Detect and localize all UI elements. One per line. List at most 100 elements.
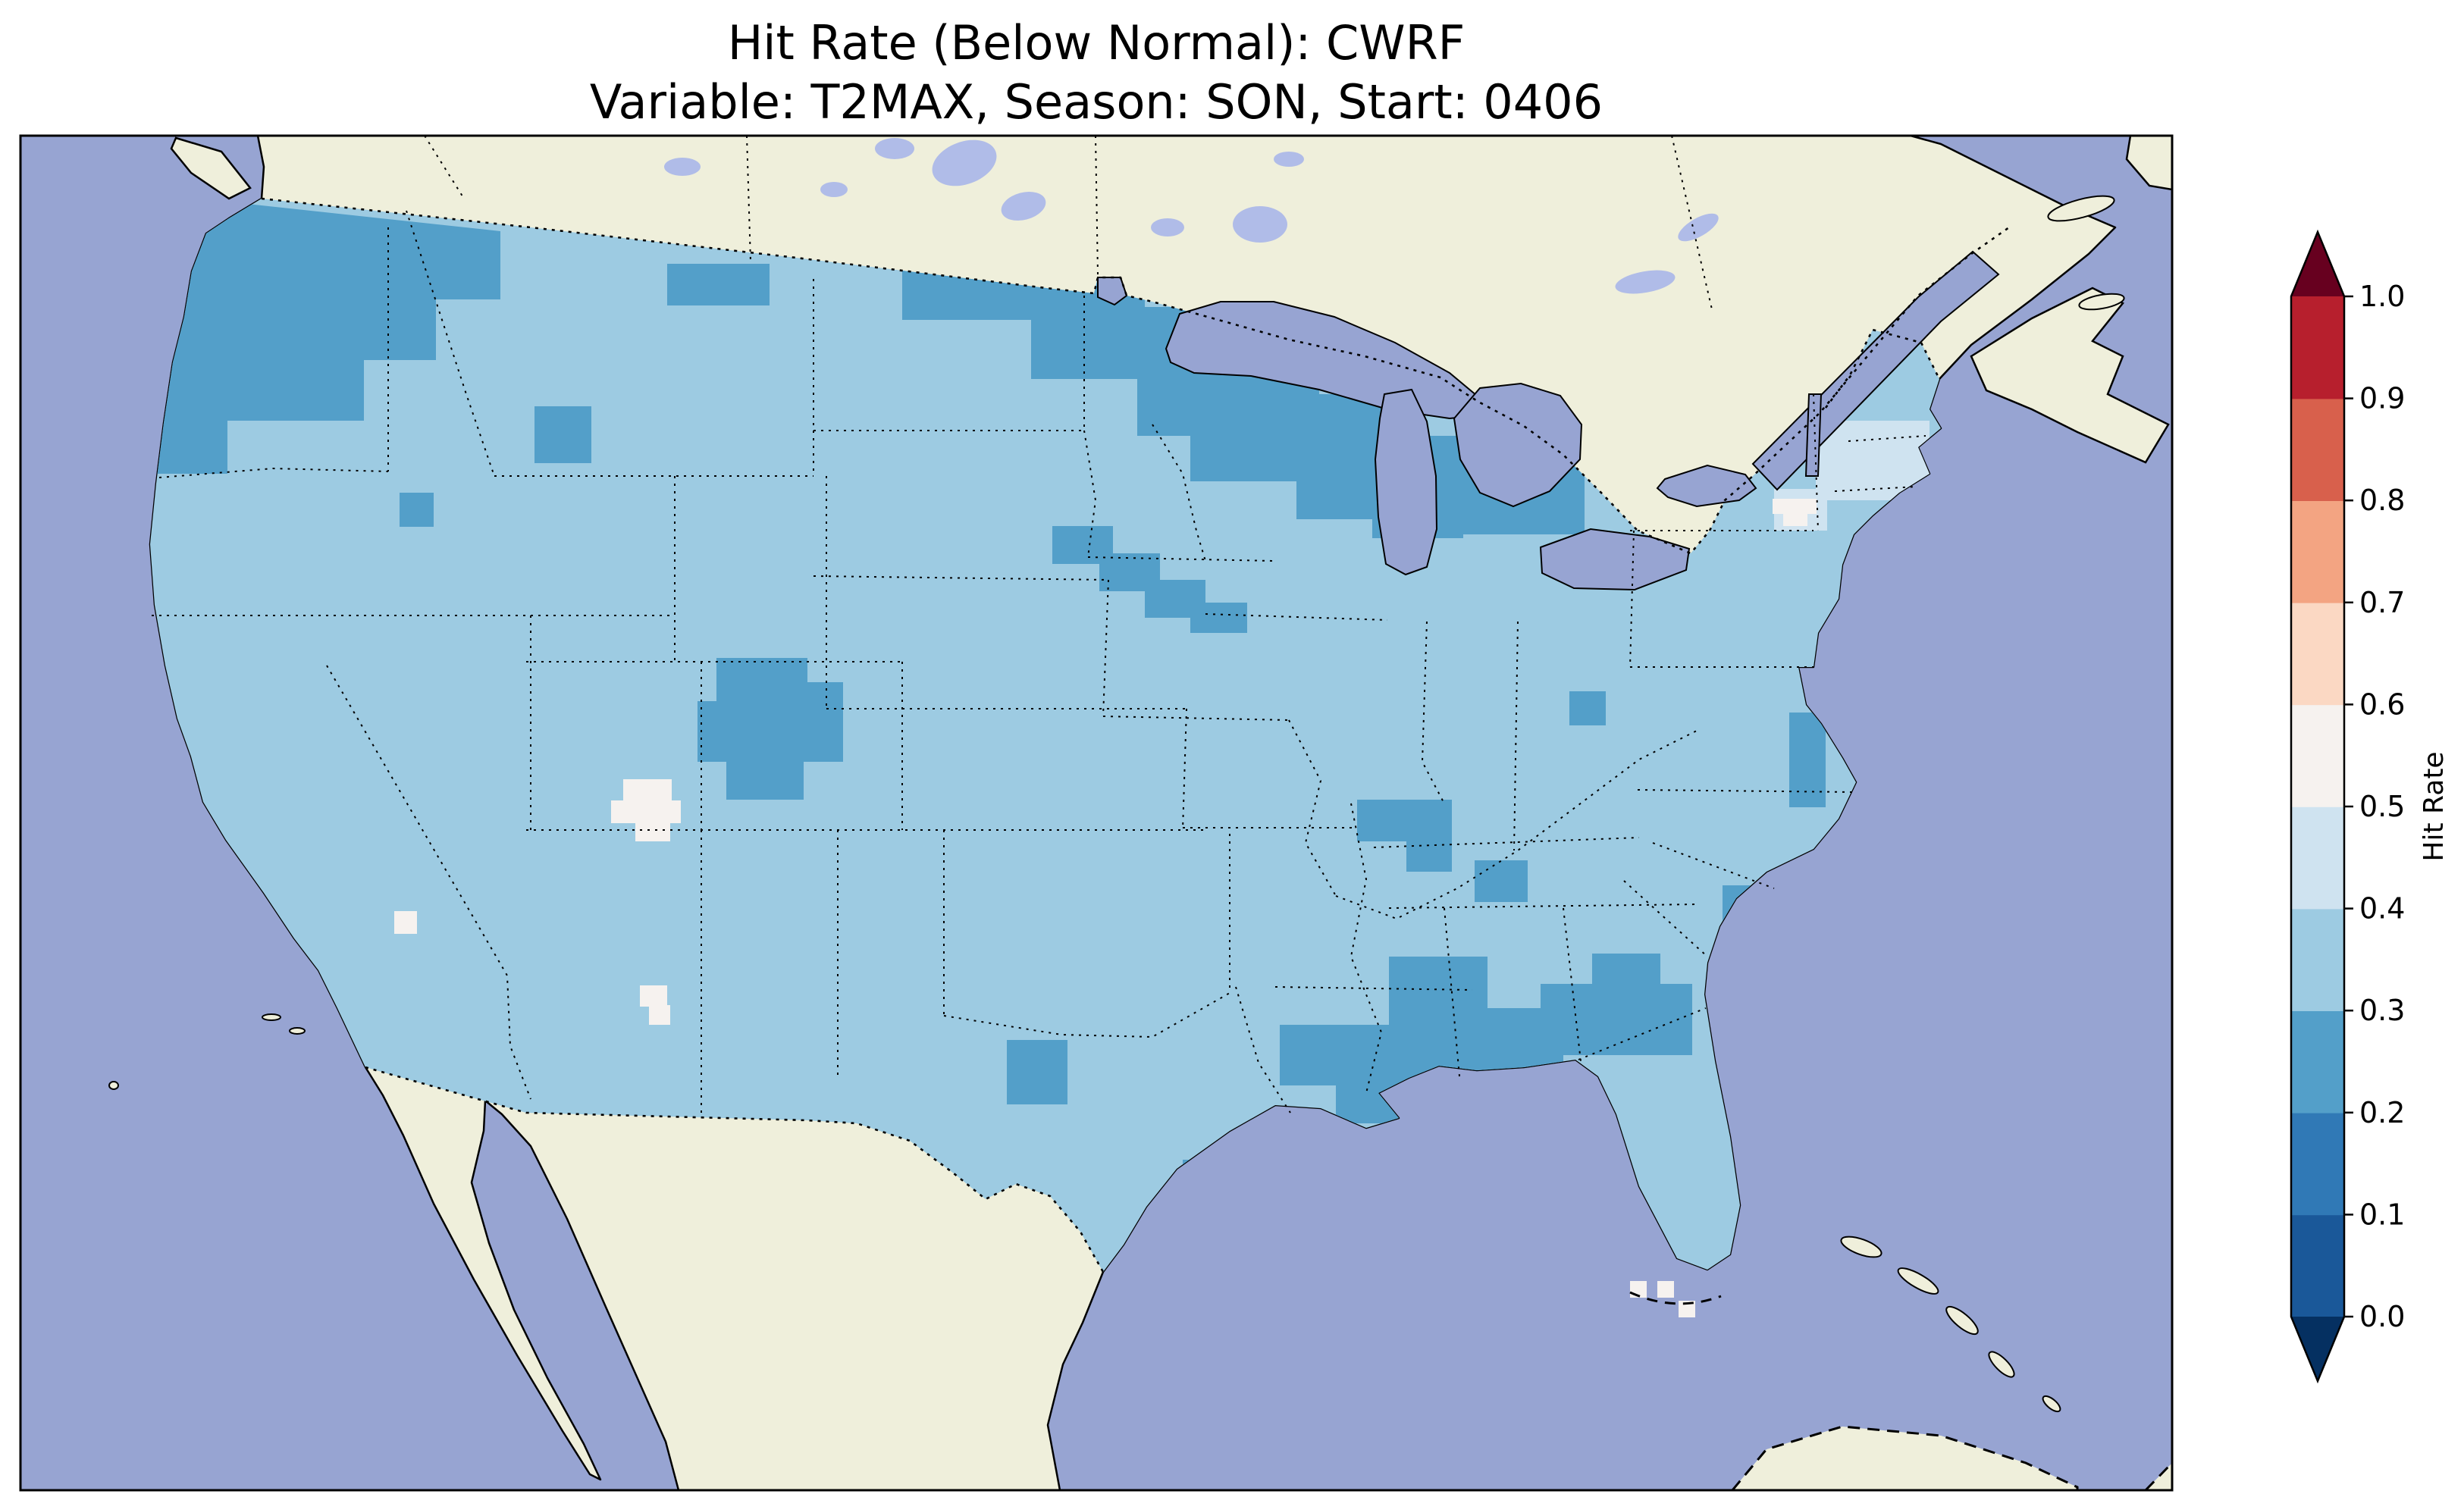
bahamas-island (1897, 1267, 1939, 1295)
hit-rate-cell-0.5-0.6 (1773, 499, 1817, 514)
hit-rate-cells-0.5-0.6 (394, 499, 1817, 1025)
hit-rate-cell-0.5-0.6 (394, 911, 417, 934)
hit-rate-cell-0.5-0.6 (640, 985, 667, 1007)
state-border-line (1205, 613, 1388, 621)
state-border-line (1373, 837, 1640, 848)
colorbar-tick-label: 0.3 (2359, 994, 2405, 1027)
state-border-line (1629, 530, 1635, 668)
colorbar-tick-label: 0.2 (2359, 1096, 2405, 1129)
anticosti-island (2047, 195, 2115, 222)
hit-rate-cell-0.2-0.3 (1052, 526, 1113, 564)
state-border-line (1087, 556, 1274, 562)
hit-rate-cell-0.5-0.6 (1679, 1301, 1695, 1317)
colorbar-tick-label: 0.0 (2359, 1300, 2405, 1333)
canada-lake (932, 139, 997, 186)
state-border-line (1095, 136, 1099, 275)
state-border-line (1422, 621, 1446, 806)
lake-erie (1539, 528, 1691, 591)
map-axes (20, 136, 2172, 1490)
channel-island (289, 1027, 306, 1035)
colorbar-tick-label: 0.6 (2359, 687, 2405, 721)
axes-frame (19, 134, 2174, 1492)
colorbar-tick-label: 0.1 (2359, 1198, 2405, 1231)
hit-rate-cell-0.2-0.3 (1569, 691, 1606, 725)
hit-rate-cell-0.2-0.3 (150, 199, 500, 474)
colorbar: 0.0 0.1 0.2 0.3 0.4 0.5 0.6 0.7 0.8 0.9 1.0 (2290, 229, 2405, 1384)
hit-rate-cell-0.5-0.6 (1783, 512, 1807, 526)
lake-champlain (1804, 393, 1823, 477)
great-lakes (1097, 250, 2000, 591)
bahamas-island (1945, 1305, 1979, 1336)
bahamas-island (2042, 1395, 2061, 1413)
vancouver-island (170, 136, 252, 200)
state-border-line (1288, 719, 1337, 897)
state-border-line (1102, 716, 1290, 721)
state-border-line (1834, 486, 1917, 492)
bahamas-island (1840, 1236, 1882, 1258)
canada-lake (1274, 152, 1304, 167)
hit-rate-cell-0.2-0.3 (1190, 603, 1247, 633)
colorbar-tick-label: 0.8 (2359, 484, 2405, 517)
canada-lake (664, 158, 701, 176)
national-and-state-borders (152, 136, 2010, 1273)
hit-rate-cell-0.2-0.3 (1357, 800, 1452, 872)
hit-rate-cell-0.2-0.3 (400, 493, 434, 527)
state-border-line (1350, 803, 1382, 1094)
canada-lake (875, 138, 914, 159)
canada-lake (820, 182, 848, 197)
colorbar-segment (2291, 500, 2344, 603)
hit-rate-cell-0.2-0.3 (1007, 1040, 1067, 1104)
florida-keys (1629, 1291, 1722, 1305)
colorbar-tick-label: 1.0 (2359, 280, 2405, 313)
colorbar-tick-label: 0.9 (2359, 382, 2405, 415)
national-border-line (365, 1066, 1105, 1273)
islands-and-dashed-coasts (108, 293, 2172, 1490)
state-border-line (406, 210, 495, 477)
canada-lake (1001, 191, 1046, 221)
hit-rate-cell-0.2-0.3 (1592, 954, 1660, 987)
canada-lake (1678, 213, 1719, 242)
chart-title-line1: Hit Rate (Below Normal): CWRF (728, 15, 1466, 70)
lake-ontario (1656, 464, 1757, 508)
state-border-line (1083, 430, 1096, 558)
lake-of-the-woods (1097, 277, 1128, 306)
colorbar-segment (2291, 398, 2344, 501)
state-border-line (424, 136, 465, 199)
colorbar-tick-label: 0.7 (2359, 586, 2405, 619)
colorbar-segment (2291, 602, 2344, 706)
colorbar-tick-label: 0.4 (2359, 892, 2405, 926)
channel-island (262, 1013, 281, 1021)
state-border-line (1274, 986, 1473, 991)
national-border-line (1824, 328, 1941, 409)
hit-rate-cell-0.4-0.5 (1816, 421, 1930, 500)
colorbar-segment (2291, 908, 2344, 1011)
canada-lake (1615, 270, 1676, 294)
state-border-line (158, 468, 389, 478)
state-border-line (1444, 907, 1460, 1077)
state-border-line (1578, 1007, 1707, 1060)
hit-rate-cell-0.2-0.3 (534, 406, 591, 463)
colorbar-segment (2291, 1112, 2344, 1216)
hispaniola-coast (2143, 1461, 2172, 1490)
colorbar-segment (2291, 1010, 2344, 1113)
state-border-line (1848, 435, 1926, 442)
state-border-line (1652, 842, 1775, 889)
hit-rate-cell-0.2-0.3 (1475, 860, 1528, 902)
state-border-line (1102, 579, 1109, 717)
chart-title-line2: Variable: T2MAX, Season: SON, Start: 040… (590, 74, 1603, 130)
colorbar-segment (2291, 1214, 2344, 1317)
lake-huron (1453, 382, 1583, 508)
state-border-line (1813, 393, 1819, 531)
colorbar-segment (2291, 704, 2344, 807)
colorbar-over-arrow (2291, 232, 2344, 296)
canada-lake (1151, 218, 1184, 236)
state-border-line (1182, 708, 1187, 831)
state-border-line (1513, 621, 1519, 851)
hit-rate-cell-0.2-0.3 (698, 658, 843, 800)
hit-rate-cell-0.2-0.3 (1280, 957, 1692, 1123)
canada-lakes (664, 138, 1719, 294)
lake-michigan (1374, 388, 1438, 576)
colorbar-tick-label: 0.5 (2359, 790, 2405, 823)
maritimes-land (1970, 287, 2170, 464)
